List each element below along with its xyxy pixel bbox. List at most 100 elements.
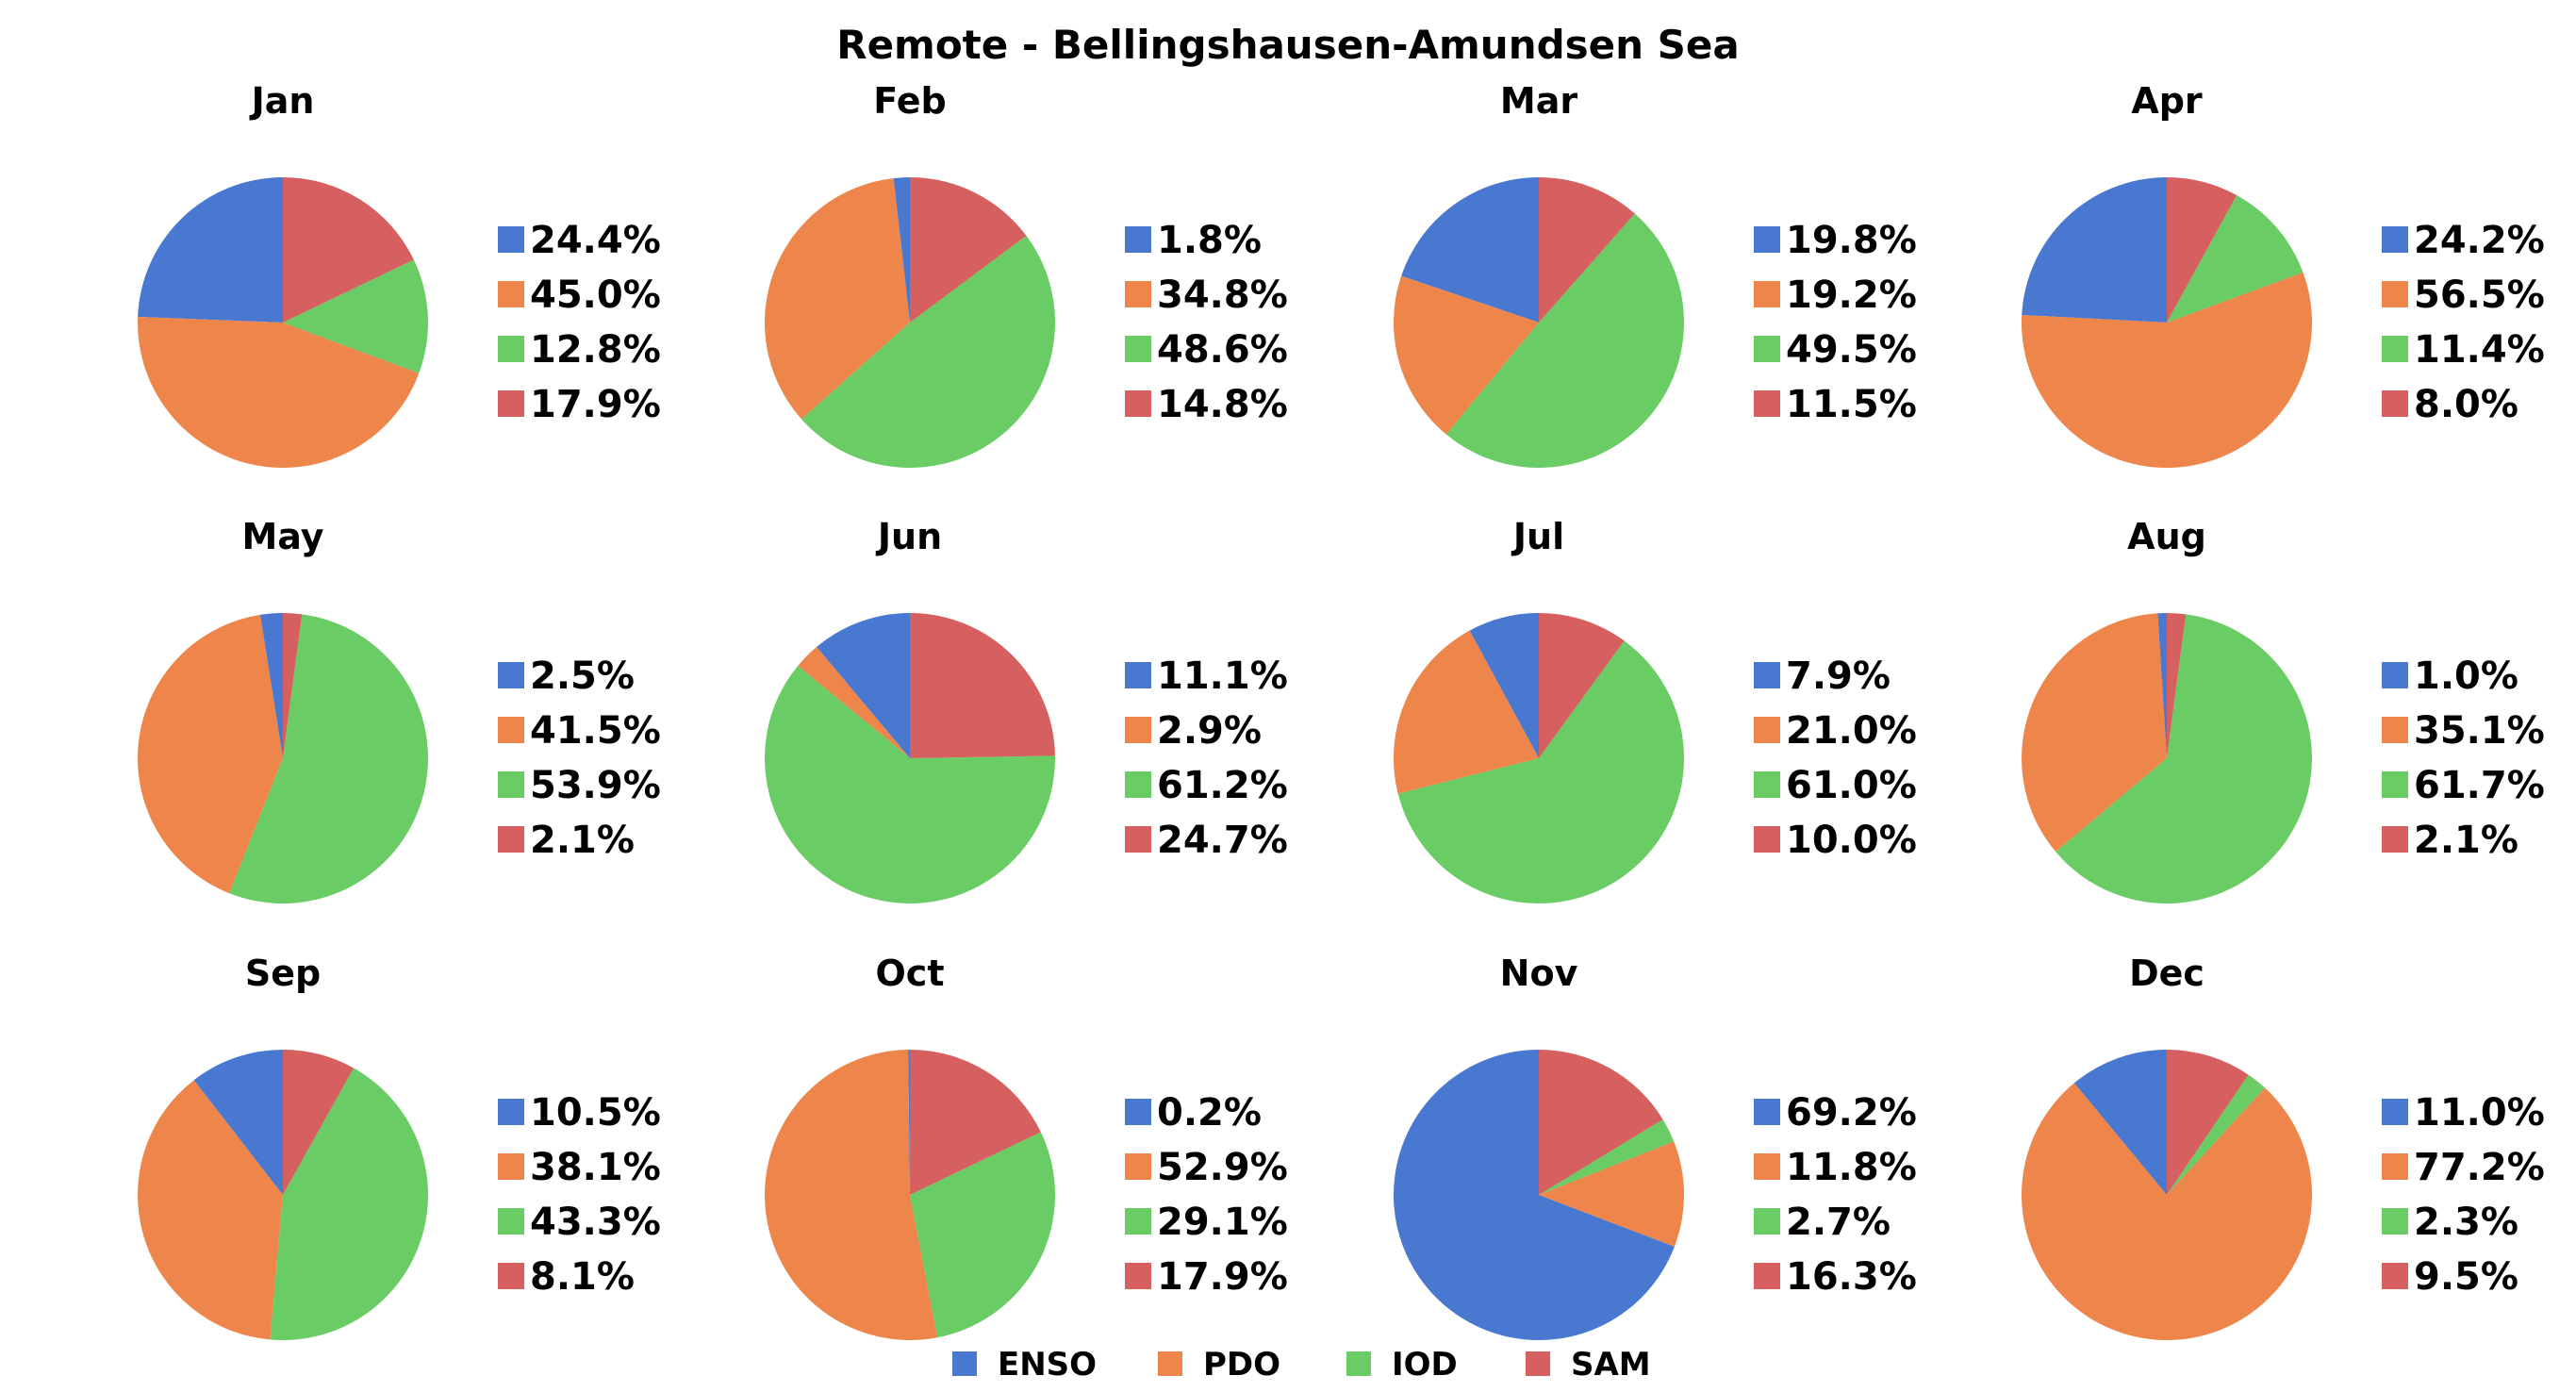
label-swatch-enso [1125, 662, 1151, 688]
legend-item-enso: ENSO [952, 1346, 1097, 1384]
label-swatch-pdo [1754, 281, 1780, 307]
label-swatch-enso [1125, 1099, 1151, 1125]
label-swatch-pdo [1125, 281, 1151, 307]
month-title: Sep [245, 953, 321, 994]
percent-label-iod: 11.4% [2414, 328, 2545, 372]
label-swatch-enso [1125, 226, 1151, 253]
percent-label-sam: 10.0% [1786, 819, 1917, 862]
month-title: Feb [873, 80, 946, 122]
pie-slice-sam [283, 177, 414, 323]
percent-label-sam: 17.9% [530, 383, 661, 426]
label-swatch-iod [2382, 1208, 2408, 1235]
pie-panel-dec: Dec 11.0% 77.2% 2.3% 9.5% [2022, 953, 2545, 1341]
pie-panel-sep: Sep 10.5% 38.1% 43.3% 8.1% [138, 953, 661, 1340]
pie-slice-pdo [138, 614, 283, 894]
pie-slice-iod [801, 235, 1055, 468]
percent-label-enso: 1.0% [2414, 655, 2518, 698]
month-title: Oct [876, 953, 945, 994]
percent-label-enso: 19.8% [1786, 219, 1917, 262]
pie-slice-iod [229, 614, 428, 904]
percent-label-pdo: 11.8% [1786, 1146, 1917, 1189]
month-panels: Jan 24.4% 45.0% 12.8% 17.9% Feb 1.8% 34.8% 48.6%… [138, 80, 2545, 1341]
label-swatch-iod [2382, 336, 2408, 362]
pie-panel-aug: Aug 1.0% 35.1% 61.7% 2.1% [2021, 516, 2545, 903]
percent-label-pdo: 19.2% [1786, 273, 1917, 317]
pie-slice-enso [2073, 1050, 2167, 1195]
pie-panel-jun: Jun 11.1% 2.9% 61.2% 24.7% [765, 516, 1288, 903]
pie-slice-enso [2022, 177, 2167, 323]
pie-slice-pdo [798, 647, 910, 758]
percent-label-enso: 24.2% [2414, 219, 2545, 262]
month-title: Jun [875, 516, 942, 557]
label-swatch-iod [1125, 771, 1151, 798]
month-title: May [241, 516, 323, 557]
percent-label-enso: 24.4% [530, 219, 661, 262]
label-swatch-pdo [498, 717, 524, 743]
pie-slice-iod [1445, 213, 1684, 468]
label-swatch-sam [2382, 390, 2408, 417]
pie-slice-enso [1394, 1050, 1675, 1340]
percent-label-enso: 2.5% [530, 655, 635, 698]
label-swatch-sam [2382, 1263, 2408, 1289]
label-swatch-sam [1125, 390, 1151, 417]
label-swatch-sam [1754, 1263, 1780, 1289]
label-swatch-iod [498, 336, 524, 362]
percent-label-pdo: 52.9% [1157, 1146, 1288, 1189]
month-title: Dec [2129, 953, 2204, 994]
label-swatch-pdo [498, 1153, 524, 1180]
pie-panel-apr: Apr 24.2% 56.5% 11.4% 8.0% [2022, 80, 2545, 469]
pie-panel-jan: Jan 24.4% 45.0% 12.8% 17.9% [138, 80, 661, 468]
label-swatch-sam [2382, 826, 2408, 853]
pie-slice-iod [2167, 1074, 2265, 1195]
pie-slice-sam [1539, 1050, 1663, 1195]
percent-label-sam: 24.7% [1157, 819, 1288, 862]
label-swatch-enso [1754, 226, 1780, 253]
pie-slice-enso [1401, 177, 1539, 323]
pie-slice-pdo [1394, 275, 1539, 435]
percent-label-enso: 10.5% [530, 1091, 661, 1135]
percent-label-iod: 2.3% [2414, 1201, 2518, 1244]
label-swatch-sam [1125, 1263, 1151, 1289]
pie-panel-may: May 2.5% 41.5% 53.9% 2.1% [138, 516, 661, 904]
percent-label-sam: 8.0% [2414, 383, 2518, 426]
percent-label-iod: 49.5% [1786, 328, 1917, 372]
pie-slice-enso [893, 176, 910, 323]
label-swatch-pdo [1125, 1153, 1151, 1180]
pie-slice-iod [2056, 614, 2312, 903]
percent-label-iod: 2.7% [1786, 1201, 1891, 1244]
percent-label-enso: 11.0% [2414, 1091, 2545, 1135]
legend-label: SAM [1571, 1346, 1651, 1384]
percent-label-pdo: 56.5% [2414, 273, 2545, 317]
percent-label-iod: 12.8% [530, 328, 661, 372]
pie-panel-jul: Jul 7.9% 21.0% 61.0% 10.0% [1394, 516, 1917, 904]
pie-slice-sam [283, 1050, 355, 1195]
percent-label-enso: 7.9% [1786, 655, 1891, 698]
label-swatch-enso [498, 1099, 524, 1125]
percent-label-iod: 61.7% [2414, 764, 2545, 807]
pie-slice-pdo [138, 316, 420, 468]
label-swatch-sam [498, 826, 524, 853]
percent-label-iod: 53.9% [530, 764, 661, 807]
pie-slice-enso [817, 613, 910, 758]
label-swatch-iod [1754, 1208, 1780, 1235]
percent-label-iod: 43.3% [530, 1201, 661, 1244]
legend-label: IOD [1392, 1346, 1458, 1384]
percent-label-enso: 11.1% [1157, 655, 1288, 698]
pie-slice-enso [2157, 612, 2167, 758]
pie-slice-pdo [2022, 272, 2313, 469]
legend-item-iod: IOD [1346, 1346, 1458, 1384]
month-title: Apr [2131, 80, 2203, 122]
pie-slice-pdo [138, 1080, 283, 1340]
label-swatch-enso [2382, 1099, 2408, 1125]
percent-label-enso: 69.2% [1786, 1091, 1917, 1135]
pie-panel-feb: Feb 1.8% 34.8% 48.6% 14.8% [764, 80, 1288, 468]
pie-slice-pdo [2022, 1083, 2313, 1341]
label-swatch-pdo [1754, 1153, 1780, 1180]
chart-title: Remote - Bellingshausen-Amundsen Sea [836, 22, 1740, 68]
month-title: Mar [1500, 80, 1577, 122]
pie-slice-sam [910, 177, 1027, 323]
percent-label-iod: 61.0% [1786, 764, 1917, 807]
percent-label-sam: 9.5% [2414, 1255, 2518, 1299]
pie-slice-sam [283, 613, 303, 758]
legend: ENSO PDO IOD SAM [952, 1346, 1651, 1384]
